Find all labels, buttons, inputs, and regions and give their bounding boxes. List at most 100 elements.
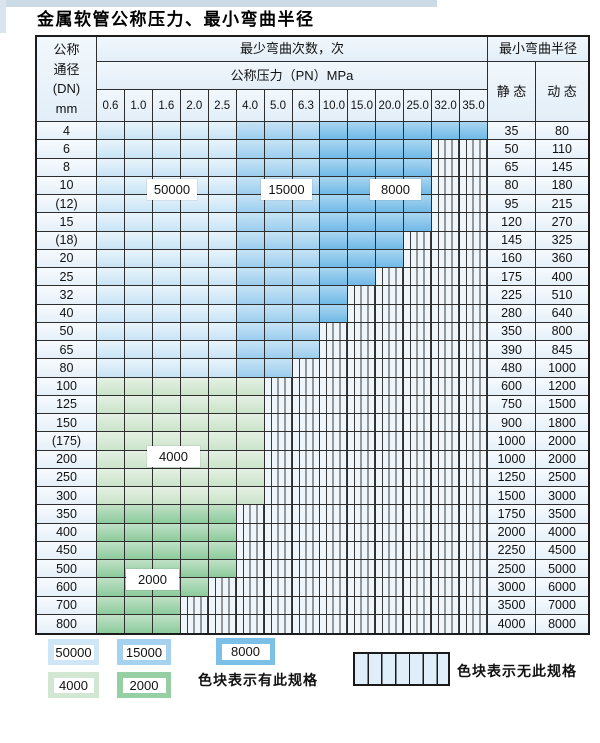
spec-cell xyxy=(152,414,181,433)
static-cell: 175 xyxy=(488,268,536,287)
static-cell: 2500 xyxy=(488,560,536,579)
no-spec-cell xyxy=(236,578,265,597)
spec-cell xyxy=(152,395,181,414)
spec-cell xyxy=(180,231,209,250)
spec-cell xyxy=(97,541,125,560)
spec-cell xyxy=(124,195,153,214)
no-spec-cell xyxy=(320,468,349,487)
no-spec-cell xyxy=(348,377,377,396)
bend-count-label: 2000 xyxy=(126,569,179,590)
no-spec-cell xyxy=(376,268,405,287)
legend-swatch: 8000 xyxy=(216,638,275,665)
pressure-col-header: 2.0 xyxy=(180,90,209,122)
page-title: 金属软管公称压力、最小弯曲半径 xyxy=(37,10,315,30)
no-spec-cell xyxy=(404,487,433,506)
no-spec-cell xyxy=(376,560,405,579)
spec-cell xyxy=(97,377,125,396)
no-spec-cell xyxy=(320,487,349,506)
spec-cell xyxy=(124,286,153,305)
no-spec-cell xyxy=(460,231,488,250)
no-spec-cell xyxy=(432,249,461,268)
no-spec-cell xyxy=(460,523,488,542)
no-spec-cell xyxy=(348,541,377,560)
no-spec-cell xyxy=(460,249,488,268)
dynamic-cell: 2500 xyxy=(536,468,588,487)
spec-cell xyxy=(320,158,349,177)
no-spec-cell xyxy=(460,560,488,579)
spec-cell xyxy=(236,213,265,232)
bend-count-label: 50000 xyxy=(147,179,197,200)
no-spec-cell xyxy=(432,560,461,579)
spec-cell xyxy=(208,213,237,232)
spec-cell xyxy=(97,450,125,469)
spec-cell xyxy=(180,505,209,524)
pressure-col-header: 25.0 xyxy=(404,90,433,122)
spec-cell xyxy=(208,505,237,524)
spec-cell xyxy=(97,487,125,506)
static-cell: 600 xyxy=(488,377,536,396)
pressure-col-header: 1.0 xyxy=(124,90,153,122)
spec-cell xyxy=(124,249,153,268)
dynamic-cell: 215 xyxy=(536,195,588,214)
no-spec-cell xyxy=(404,359,433,378)
no-spec-cell xyxy=(460,158,488,177)
spec-cell xyxy=(152,468,181,487)
static-header: 静 态 xyxy=(488,62,536,122)
legend-swatch: 15000 xyxy=(117,639,171,665)
spec-cell xyxy=(236,487,265,506)
spec-cell xyxy=(97,596,125,615)
no-spec-cell xyxy=(432,578,461,597)
no-spec-cell xyxy=(460,195,488,214)
dynamic-cell: 1500 xyxy=(536,395,588,414)
spec-cell xyxy=(180,341,209,360)
no-spec-cell xyxy=(404,286,433,305)
spec-cell xyxy=(180,249,209,268)
spec-cell xyxy=(320,249,349,268)
dn-cell: 40 xyxy=(37,304,97,323)
no-spec-cell xyxy=(432,395,461,414)
no-spec-cell xyxy=(376,578,405,597)
no-spec-cell xyxy=(292,523,321,542)
static-cell: 35 xyxy=(488,122,536,141)
spec-cell xyxy=(97,268,125,287)
scan-edge-left xyxy=(0,0,6,33)
no-spec-cell xyxy=(432,468,461,487)
pressure-col-header: 32.0 xyxy=(432,90,461,122)
dn-cell: 25 xyxy=(37,268,97,287)
dynamic-cell: 360 xyxy=(536,249,588,268)
dynamic-cell: 3500 xyxy=(536,505,588,524)
no-spec-cell xyxy=(376,341,405,360)
spec-table: 公称 通径 (DN) mm 最少弯曲次数，次 最小弯曲半径 公称压力（PN）MPa 静 … xyxy=(35,35,590,635)
no-spec-cell xyxy=(264,505,293,524)
no-spec-cell xyxy=(236,560,265,579)
spec-cell xyxy=(376,158,405,177)
spec-cell xyxy=(152,231,181,250)
spec-cell xyxy=(264,268,293,287)
spec-cell xyxy=(320,268,349,287)
static-cell: 1000 xyxy=(488,432,536,451)
dn-cell: 300 xyxy=(37,487,97,506)
spec-cell xyxy=(208,249,237,268)
spec-cell xyxy=(236,231,265,250)
no-spec-cell xyxy=(320,450,349,469)
spec-cell xyxy=(236,414,265,433)
no-spec-cell xyxy=(320,377,349,396)
no-spec-cell xyxy=(264,596,293,615)
spec-cell xyxy=(152,286,181,305)
no-spec-cell xyxy=(460,468,488,487)
spec-cell xyxy=(236,450,265,469)
spec-cell xyxy=(236,304,265,323)
corner-header: 公称 通径 (DN) mm xyxy=(37,37,97,122)
no-spec-cell xyxy=(404,395,433,414)
legend-swatch-label: 4000 xyxy=(53,677,94,693)
no-spec-cell xyxy=(180,596,209,615)
spec-cell xyxy=(320,213,349,232)
no-spec-cell xyxy=(348,286,377,305)
dn-cell: (18) xyxy=(37,231,97,250)
spec-cell xyxy=(348,213,377,232)
spec-cell xyxy=(97,304,125,323)
pressure-header: 公称压力（PN）MPa xyxy=(97,62,488,90)
no-spec-cell xyxy=(432,614,461,633)
static-cell: 390 xyxy=(488,341,536,360)
spec-cell xyxy=(124,213,153,232)
